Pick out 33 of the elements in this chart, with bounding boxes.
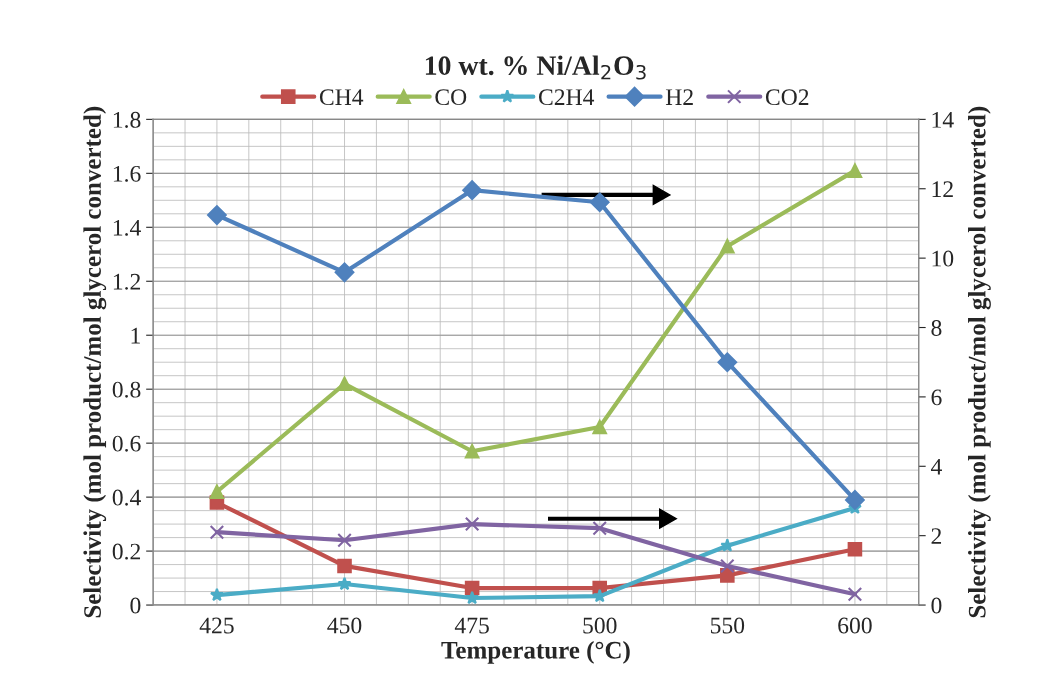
y-axis-title: Selectivity (mol product/mol glycerol converted) (83, 106, 107, 618)
chart-title: 10 wt. % Ni/Al$_{2}$O$_{3}$ (425, 55, 646, 80)
y-tick-label: 0.6 (112, 435, 141, 452)
y2-tick-label: 12 (932, 181, 953, 197)
legend-label: CO2 (765, 89, 809, 106)
y2-tick-label: 0 (931, 597, 942, 614)
y2-tick-label: 2 (931, 528, 942, 544)
x-tick-label: 450 (327, 617, 362, 634)
y-tick-label: 1 (131, 327, 140, 344)
y-tick-label: 1.6 (113, 165, 141, 182)
x-tick-label: 475 (454, 617, 489, 634)
x-axis-title: Temperature (°C) (441, 641, 630, 664)
x-tick-label: 600 (838, 617, 872, 634)
y-tick-label: 0.8 (112, 381, 141, 398)
y2-tick-label: 10 (932, 250, 954, 267)
y-tick-label: 0.4 (112, 489, 141, 506)
y2-axis-title: Selectivity (mol product/mol glycerol converted) (968, 106, 991, 618)
y2-tick-label: 4 (930, 458, 942, 475)
legend-label: CH4 (319, 89, 364, 106)
x-tick-label: 550 (710, 617, 745, 634)
y2-tick-label: 6 (931, 389, 942, 406)
y-tick-label: 1.4 (113, 219, 141, 236)
y2-tick-label: 8 (931, 320, 942, 336)
y-tick-label: 0 (130, 597, 141, 614)
y-tick-label: 0.2 (112, 543, 141, 560)
y2-tick-label: 14 (932, 111, 954, 128)
legend-label: CO (435, 89, 467, 106)
y-tick-label: 1.8 (113, 111, 141, 128)
legend-label: H2 (665, 89, 693, 105)
x-tick-label: 500 (583, 617, 617, 634)
y-tick-label: 1.2 (113, 273, 141, 290)
x-tick-label: 425 (199, 617, 234, 634)
legend-label: C2H4 (538, 89, 595, 106)
